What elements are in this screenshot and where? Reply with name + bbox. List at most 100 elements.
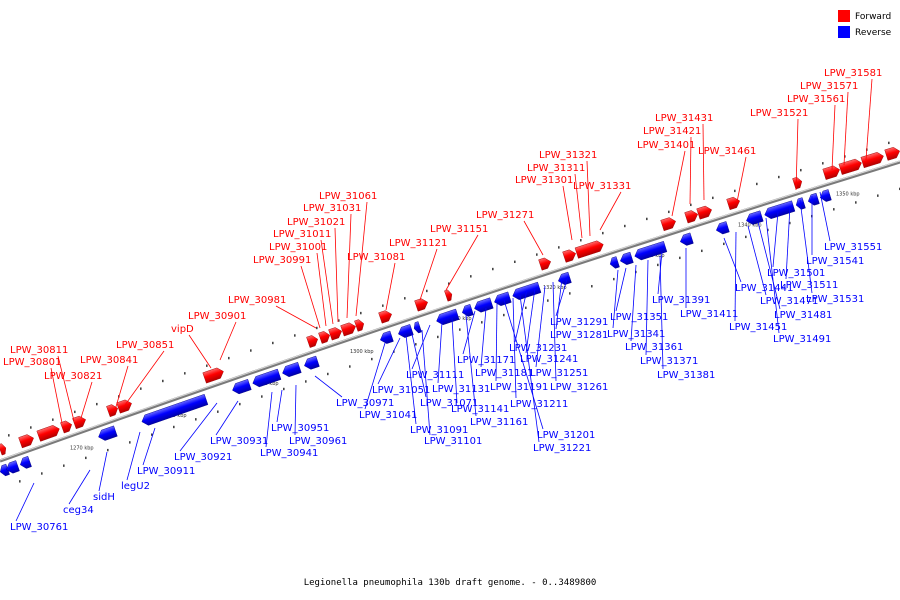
- reverse-gene-label: LPW_31351: [610, 312, 668, 323]
- reverse-gene-label: LPW_30761: [10, 522, 68, 533]
- reverse-gene-label: LPW_31281: [550, 330, 608, 341]
- reverse-gene-label: LPW_31541: [806, 256, 864, 267]
- minor-tick: [19, 480, 21, 483]
- reverse-gene-label: LPW_31101: [424, 436, 482, 447]
- reverse-label-leader: [772, 211, 779, 268]
- minor-tick: [283, 387, 285, 391]
- forward-gene: [340, 322, 356, 337]
- reverse-gene-label: LPW_31181: [475, 368, 533, 379]
- reverse-gene-label: LPW_31071: [420, 398, 478, 409]
- minor-tick: [822, 162, 824, 165]
- minor-tick: [679, 256, 681, 260]
- minor-tick: [646, 217, 648, 221]
- reverse-gene-label: LPW_31131: [432, 384, 490, 395]
- minor-tick: [580, 239, 582, 242]
- reverse-gene: [462, 304, 474, 317]
- reverse-label-leader: [480, 307, 487, 368]
- label-leaders: [15, 78, 873, 522]
- reverse-gene-label: LPW_31111: [406, 370, 464, 381]
- minor-tick: [459, 328, 461, 331]
- reverse-label-leader: [645, 259, 649, 356]
- reverse-label-leader: [785, 205, 791, 280]
- reverse-label-leader: [757, 221, 781, 310]
- forward-label-leader: [275, 305, 317, 329]
- minor-tick: [371, 357, 373, 361]
- minor-tick: [481, 321, 483, 324]
- minor-tick: [294, 334, 296, 337]
- forward-gene: [574, 240, 604, 259]
- forward-gene-label: LPW_31021: [287, 217, 345, 228]
- forward-label-leader: [346, 213, 352, 319]
- minor-tick: [745, 235, 747, 239]
- scale-tick-label: 1340 kbp: [738, 222, 762, 228]
- reverse-label-leader: [294, 384, 297, 436]
- minor-tick: [756, 182, 758, 186]
- forward-gene-label: LPW_31031: [303, 203, 361, 214]
- forward-label-leader: [445, 234, 479, 291]
- legend: Forward Reverse: [838, 10, 892, 38]
- reverse-gene-label: LPW_31141: [451, 404, 509, 415]
- reverse-gene: [807, 192, 820, 206]
- reverse-gene: [474, 297, 494, 313]
- minor-tick: [250, 349, 252, 352]
- forward-gene: [378, 310, 392, 324]
- minor-tick: [382, 304, 384, 307]
- forward-gene: [60, 420, 72, 434]
- reverse-label-leader: [747, 225, 767, 296]
- minor-tick: [613, 277, 615, 281]
- forward-gene-label: LPW_31581: [824, 68, 882, 79]
- reverse-label-leader: [98, 451, 108, 492]
- forward-gene: [684, 210, 698, 224]
- reverse-gene: [98, 425, 118, 441]
- reverse-label-leader: [535, 285, 546, 368]
- minor-tick: [52, 418, 54, 421]
- reverse-gene-label: LPW_31361: [625, 342, 683, 353]
- reverse-label-leader: [142, 427, 156, 466]
- reverse-gene: [282, 361, 302, 378]
- reverse-gene: [680, 232, 694, 246]
- reverse-label-leader: [265, 391, 273, 448]
- forward-gene: [318, 331, 330, 344]
- minor-tick: [525, 306, 527, 310]
- reverse-label-leader: [411, 333, 427, 398]
- minor-tick: [668, 210, 670, 214]
- minor-tick: [30, 426, 32, 429]
- forward-gene-label: LPW_30841: [80, 355, 138, 366]
- forward-gene-label: LPW_31061: [319, 191, 377, 202]
- forward-gene: [116, 399, 132, 414]
- forward-gene-label: LPW_31331: [573, 181, 631, 192]
- minor-tick: [657, 263, 659, 267]
- reverse-gene: [380, 330, 394, 344]
- reverse-gene: [436, 308, 460, 326]
- reverse-label-leader: [179, 402, 218, 452]
- reverse-gene-label: LPW_30911: [137, 466, 195, 477]
- forward-label-leader: [300, 265, 321, 329]
- forward-label-leader: [188, 334, 212, 369]
- forward-gene: [860, 152, 884, 169]
- forward-label-leader: [562, 185, 573, 241]
- minor-tick: [888, 141, 890, 145]
- reverse-gene-label: LPW_31261: [550, 382, 608, 393]
- forward-gene: [106, 404, 118, 418]
- reverse-gene: [609, 256, 620, 269]
- reverse-label-leader: [659, 255, 664, 370]
- reverse-gene-label: LPW_31091: [410, 425, 468, 436]
- reverse-label-leader: [364, 342, 386, 410]
- forward-label-leader: [80, 381, 93, 419]
- forward-gene-label: LPW_30801: [3, 357, 61, 368]
- minor-tick: [129, 441, 131, 444]
- forward-gene-label: LPW_31401: [637, 140, 695, 151]
- reverse-label-leader: [615, 267, 627, 312]
- reverse-label-leader: [765, 217, 780, 334]
- minor-tick: [162, 379, 164, 383]
- reverse-gene-label: LPW_31371: [640, 356, 698, 367]
- minor-tick: [492, 267, 494, 271]
- forward-gene: [36, 425, 60, 442]
- forward-gene-label: LPW_31461: [698, 146, 756, 157]
- forward-gene-label: LPW_31561: [787, 94, 845, 105]
- reverse-gene-label: LPW_31511: [780, 280, 838, 291]
- reverse-label-leader: [314, 375, 343, 398]
- forward-gene-label: LPW_30821: [44, 371, 102, 382]
- minor-tick: [96, 402, 98, 406]
- minor-tick: [195, 418, 197, 421]
